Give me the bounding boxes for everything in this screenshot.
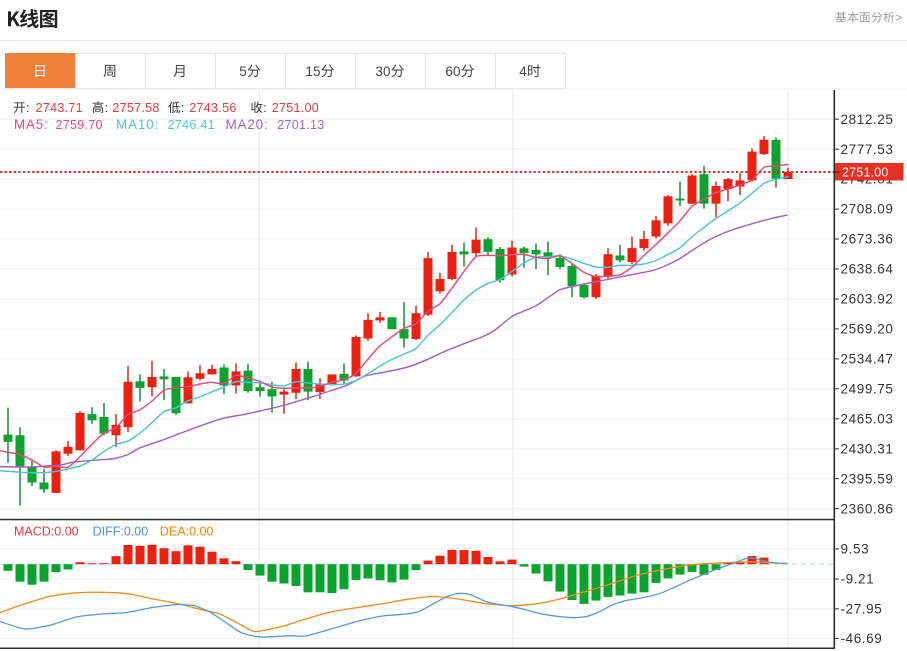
svg-text:4: 4 xyxy=(519,64,527,79)
svg-text:-27.95: -27.95 xyxy=(841,601,883,616)
svg-text:3: 3 xyxy=(375,64,383,79)
svg-text:MA5:: MA5: xyxy=(14,117,49,132)
svg-text:2499.75: 2499.75 xyxy=(841,381,894,396)
svg-text:>: > xyxy=(896,11,903,25)
svg-text:2360.86: 2360.86 xyxy=(841,501,894,516)
svg-text:2751.00: 2751.00 xyxy=(272,101,319,115)
svg-text:2759.70: 2759.70 xyxy=(56,118,103,132)
svg-text::: : xyxy=(105,101,108,115)
svg-text:2638.64: 2638.64 xyxy=(841,262,894,277)
svg-text::: : xyxy=(26,101,29,115)
svg-text:0: 0 xyxy=(453,64,461,79)
svg-text:2777.53: 2777.53 xyxy=(841,142,894,157)
svg-text:2465.03: 2465.03 xyxy=(841,411,894,426)
svg-text:2812.25: 2812.25 xyxy=(841,112,894,127)
svg-text:DIFF:0.00: DIFF:0.00 xyxy=(93,525,149,539)
svg-text:MACD:0.00: MACD:0.00 xyxy=(14,525,79,539)
svg-text:MA10:: MA10: xyxy=(116,117,159,132)
svg-text:5: 5 xyxy=(239,64,247,79)
svg-text:DEA:0.00: DEA:0.00 xyxy=(160,525,214,539)
svg-text:9.53: 9.53 xyxy=(841,542,870,557)
svg-text:2673.36: 2673.36 xyxy=(841,232,894,247)
svg-text:1: 1 xyxy=(305,64,313,79)
svg-text:-46.69: -46.69 xyxy=(841,631,883,646)
svg-text:2708.09: 2708.09 xyxy=(841,202,894,217)
svg-text:-9.21: -9.21 xyxy=(841,572,875,587)
svg-text:0: 0 xyxy=(383,64,391,79)
svg-text:2603.92: 2603.92 xyxy=(841,292,894,307)
svg-text:2757.58: 2757.58 xyxy=(112,101,159,115)
svg-text:2395.59: 2395.59 xyxy=(841,471,894,486)
svg-text:2701.13: 2701.13 xyxy=(277,118,324,132)
svg-text:2743.71: 2743.71 xyxy=(36,101,83,115)
svg-text:6: 6 xyxy=(445,64,453,79)
svg-text:2569.20: 2569.20 xyxy=(841,322,894,337)
svg-text:2430.31: 2430.31 xyxy=(841,441,894,456)
svg-text:2534.47: 2534.47 xyxy=(841,352,894,367)
svg-text:2743.56: 2743.56 xyxy=(189,101,236,115)
svg-text::: : xyxy=(263,101,266,115)
svg-text::: : xyxy=(181,101,184,115)
svg-text:MA20:: MA20: xyxy=(226,117,269,132)
svg-text:2746.41: 2746.41 xyxy=(168,118,215,132)
svg-text:2751.00: 2751.00 xyxy=(842,166,889,180)
svg-text:5: 5 xyxy=(313,64,321,79)
